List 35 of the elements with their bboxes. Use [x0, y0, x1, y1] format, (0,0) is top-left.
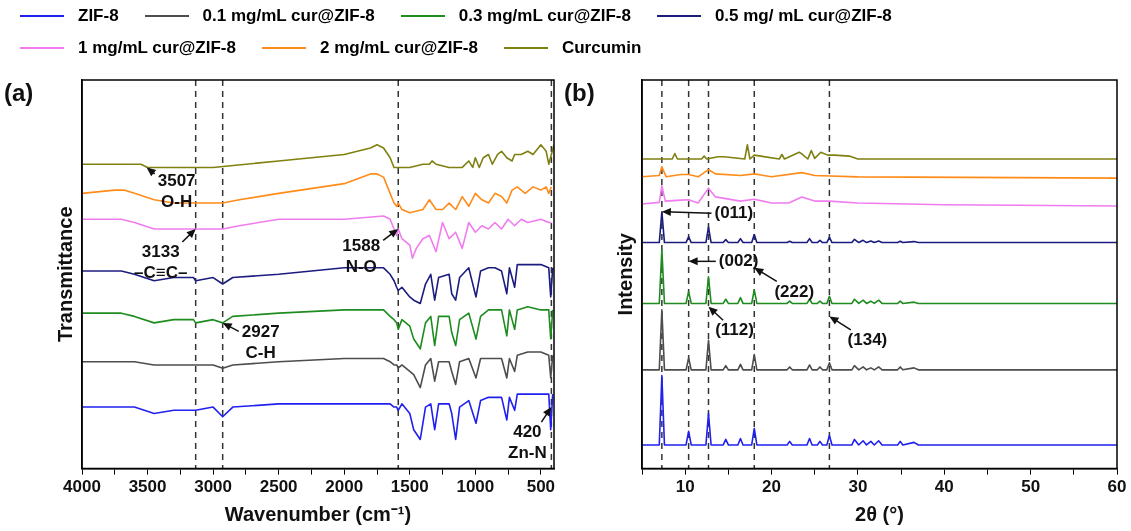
x-tick-label: 2000: [325, 477, 364, 497]
legend-label: 0.1 mg/mL cur@ZIF-8: [202, 6, 375, 26]
x-tick-label: 60: [1107, 477, 1127, 497]
annotation: (011): [714, 203, 754, 223]
y-axis-title: Transmittance: [53, 206, 76, 343]
legend-label: 0.5 mg/ mL cur@ZIF-8: [714, 6, 892, 26]
text: (b): [564, 78, 595, 106]
x-axis-title: Wavenumber (cm⁻¹): [224, 502, 412, 525]
x-tick-label: 20: [762, 477, 782, 497]
annotation: (002): [718, 251, 759, 271]
y-axis-title: Intensity: [613, 232, 636, 316]
annotation: (222): [774, 281, 815, 301]
legend-label: Curcumin: [561, 38, 642, 58]
x-tick-label: 30: [848, 477, 868, 497]
x-tick-label: 4000: [63, 477, 101, 497]
x-tick-label: 10: [675, 477, 695, 497]
x-tick-label: 2500: [259, 477, 298, 497]
annotation: 3133 –C≡C–: [133, 242, 188, 283]
x-tick-label: 50: [1021, 477, 1041, 497]
annotation: (112): [715, 320, 754, 340]
x-tick-label: 3500: [128, 477, 167, 497]
annotation: 2927 C-H: [241, 322, 280, 363]
annotation: (134): [847, 330, 888, 350]
legend-label: ZIF-8: [78, 6, 119, 26]
x-tick-label: 1500: [390, 477, 429, 497]
x-tick-label: 40: [934, 477, 954, 497]
text: (a): [4, 78, 34, 106]
annotation: 420 Zn-N: [508, 422, 547, 463]
legend-label: 0.3 mg/mL cur@ZIF-8: [458, 6, 631, 26]
legend-label: 1 mg/mL cur@ZIF-8: [78, 38, 236, 58]
x-tick-label: 1000: [456, 477, 495, 497]
x-axis-title: 2θ (°): [855, 502, 904, 525]
legend-label: 2 mg/mL cur@ZIF-8: [319, 38, 478, 58]
x-tick-label: 500: [526, 477, 556, 497]
x-tick-label: 3000: [194, 477, 233, 497]
